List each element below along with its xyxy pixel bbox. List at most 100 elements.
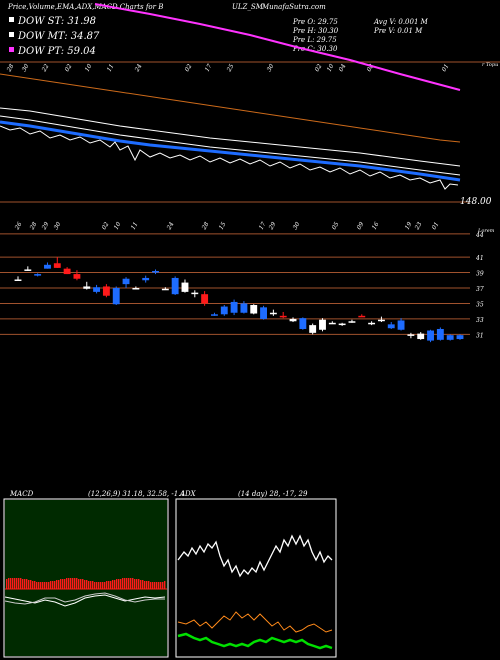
ohlc-low: Pre L: 29.75	[292, 36, 337, 44]
adx-label: ADX	[179, 490, 197, 498]
price-tick-label: 44	[475, 232, 484, 239]
macd-histogram-bar	[68, 578, 70, 589]
upper-date-label: 30	[266, 63, 276, 73]
macd-histogram-bar	[160, 582, 162, 589]
upper-right-label: r Topu	[482, 62, 498, 68]
macd-histogram-bar	[108, 581, 110, 589]
macd-histogram-bar	[30, 580, 32, 589]
candle-body	[387, 324, 395, 329]
candle-body	[348, 321, 356, 323]
candle-body	[319, 319, 326, 330]
macd-histogram-bar	[148, 581, 150, 589]
upper-date-label: 10	[326, 63, 336, 73]
price-line	[0, 125, 459, 190]
macd-histogram-bar	[88, 581, 90, 589]
candle-body	[132, 288, 140, 290]
candle-body	[44, 264, 51, 269]
candle-date-label: 28	[200, 221, 210, 232]
price-tick-label: 39	[476, 271, 484, 278]
macd-histogram-bar	[104, 582, 106, 589]
macd-histogram-bar	[46, 582, 48, 589]
macd-histogram-bar	[40, 582, 42, 589]
macd-histogram-bar	[116, 579, 118, 589]
macd-histogram-bar	[152, 582, 154, 589]
candle-body	[289, 318, 297, 322]
upper-date-label: 04	[338, 63, 348, 73]
candle-body	[93, 287, 101, 292]
macd-panel: MACD (12,26,9) 31.18, 32.58, -1.4	[3, 490, 185, 658]
macd-histogram-bar	[126, 578, 128, 589]
candle-date-label: 16	[371, 221, 381, 231]
candle-body	[24, 269, 32, 271]
macd-histogram-bar	[10, 578, 12, 589]
candle-body	[73, 274, 81, 279]
upper-date-labels: 28 30 22 02 10 11 24 02 17 25 30 02 10 04 08 01	[5, 63, 450, 74]
candle-date-label: 24	[165, 221, 175, 232]
upper-panel: r Topu 148.00 28 30 22 02 10 11 24 02 17 25 30 02 10…	[0, 3, 500, 207]
candle-body	[122, 278, 130, 285]
macd-histogram-bar	[150, 582, 152, 589]
candle-body	[427, 330, 434, 341]
upper-date-label: 10	[84, 63, 94, 73]
candle-body	[83, 286, 91, 289]
macd-histogram-bar	[44, 582, 46, 589]
macd-histogram-bar	[14, 578, 16, 589]
candle-body	[397, 320, 405, 330]
adx-green-line	[177, 632, 333, 650]
adx-box	[175, 498, 337, 658]
legend-dow-st: DOW ST: 31.98	[17, 16, 96, 27]
macd-histogram-bar	[22, 579, 24, 589]
adx-values: (14 day) 28, -17, 29	[238, 490, 308, 498]
adx-orange-line	[177, 611, 333, 633]
candle-date-label: 05	[331, 221, 341, 231]
legend-swatch-pt	[9, 47, 14, 52]
macd-histogram-bar	[24, 579, 26, 589]
candle-body	[407, 334, 415, 336]
macd-histogram-bar	[112, 580, 114, 589]
macd-histogram-bar	[122, 578, 124, 589]
dow-pt-line	[94, 3, 461, 91]
price-tick-label: 33	[476, 317, 484, 324]
upper-date-label: 11	[106, 63, 116, 73]
macd-histogram	[6, 578, 166, 589]
upper-date-label: 02	[184, 63, 194, 73]
macd-histogram-bar	[26, 579, 28, 589]
legend: DOW ST: 31.98 DOW MT: 34.87 DOW PT: 59.0…	[9, 16, 100, 57]
macd-histogram-bar	[100, 582, 102, 589]
candle-body	[34, 274, 42, 276]
candle-body	[161, 288, 169, 291]
ema-upper-white-line	[0, 107, 461, 167]
macd-histogram-bar	[106, 581, 108, 589]
macd-histogram-bar	[66, 578, 68, 589]
candle-date-label: 02	[101, 221, 111, 231]
price-tick-label: 35	[476, 301, 484, 308]
price-tick-label: 31	[476, 332, 484, 339]
macd-histogram-bar	[80, 579, 82, 589]
candle-date-label: 09	[356, 221, 366, 231]
macd-signal-line	[4, 592, 165, 605]
price-marker-label: 148.00	[460, 197, 492, 207]
macd-histogram-bar	[74, 578, 76, 589]
candle-body	[112, 288, 120, 305]
macd-histogram-bar	[154, 582, 156, 589]
ohlc-high: Pre H: 30.30	[292, 27, 339, 35]
candle-date-labels: 26 28 29 30 02 10 11 24 28 15 17 29 30 05 09 16 19 23 01	[13, 221, 440, 232]
upper-date-label: 08	[366, 63, 376, 73]
macd-histogram-bar	[20, 578, 22, 589]
candle-body	[171, 277, 179, 295]
macd-histogram-bar	[54, 581, 56, 589]
candle-body	[269, 312, 277, 315]
macd-histogram-bar	[102, 582, 104, 589]
upper-date-label: 02	[64, 63, 74, 73]
price-tick-labels: 44 41 39 37 35 33 31	[475, 232, 484, 340]
candle-date-label: 30	[53, 221, 63, 231]
ema-long-line	[0, 73, 461, 143]
candle-body	[152, 270, 159, 273]
macd-histogram-bar	[84, 580, 86, 589]
candles	[14, 257, 464, 343]
candle-body	[250, 305, 258, 314]
candle-body	[417, 333, 425, 340]
candle-body	[181, 282, 189, 292]
upper-date-label: 28	[5, 63, 15, 74]
